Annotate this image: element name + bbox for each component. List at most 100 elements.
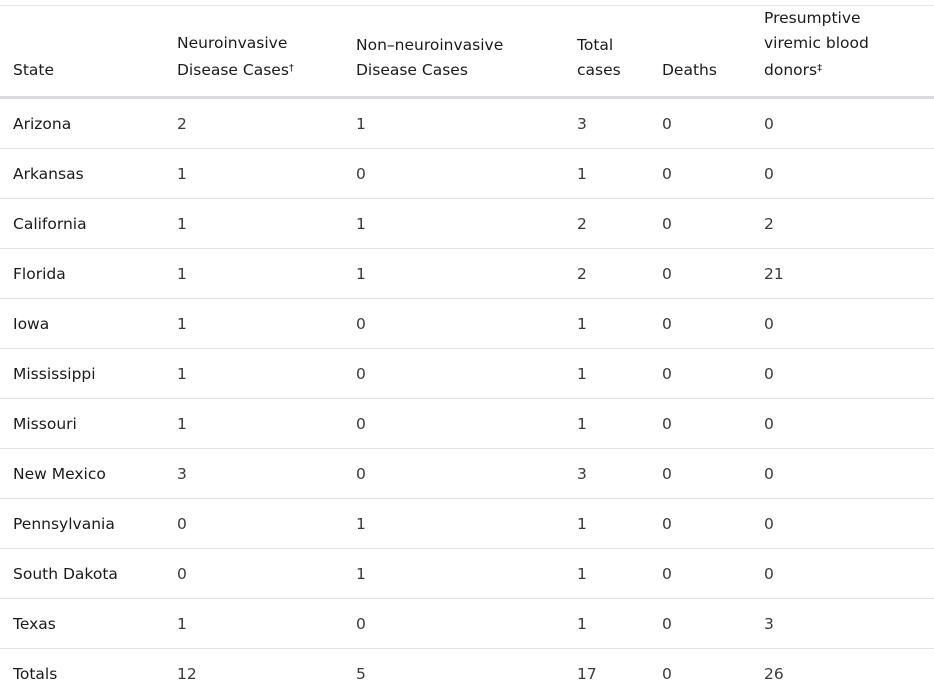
value-cell: 1 xyxy=(343,499,564,549)
value-cell: 0 xyxy=(649,499,751,549)
value-cell: 1 xyxy=(164,599,343,649)
column-header: Deaths xyxy=(649,6,751,98)
value-cell: 0 xyxy=(649,249,751,299)
page: State Neuroinvasive Disease Cases† Non–neu… xyxy=(0,5,934,686)
value-cell: 2 xyxy=(164,98,343,149)
value-cell: 1 xyxy=(164,199,343,249)
state-cell: Mississippi xyxy=(0,349,164,399)
header-text: Non–neuroinvasive Disease Cases xyxy=(356,36,503,79)
state-cell: Missouri xyxy=(0,399,164,449)
state-cell: Totals xyxy=(0,649,164,698)
value-cell: 21 xyxy=(751,249,934,299)
table-header: State Neuroinvasive Disease Cases† Non–neu… xyxy=(0,6,934,98)
value-cell: 0 xyxy=(343,149,564,199)
header-text: State xyxy=(13,61,54,79)
column-header: State xyxy=(0,6,164,98)
value-cell: 3 xyxy=(564,98,649,149)
value-cell: 0 xyxy=(751,299,934,349)
state-cell: California xyxy=(0,199,164,249)
state-cell: Texas xyxy=(0,599,164,649)
header-text: Deaths xyxy=(662,61,717,79)
value-cell: 0 xyxy=(343,599,564,649)
value-cell: 1 xyxy=(564,399,649,449)
value-cell: 1 xyxy=(343,199,564,249)
value-cell: 2 xyxy=(751,199,934,249)
value-cell: 0 xyxy=(164,499,343,549)
value-cell: 26 xyxy=(751,649,934,698)
value-cell: 0 xyxy=(751,349,934,399)
state-cell: Florida xyxy=(0,249,164,299)
state-cell: New Mexico xyxy=(0,449,164,499)
value-cell: 0 xyxy=(343,299,564,349)
value-cell: 17 xyxy=(564,649,649,698)
column-header: Non–neuroinvasive Disease Cases xyxy=(343,6,564,98)
value-cell: 0 xyxy=(343,349,564,399)
value-cell: 0 xyxy=(649,149,751,199)
state-cell: Pennsylvania xyxy=(0,499,164,549)
state-cell: Iowa xyxy=(0,299,164,349)
value-cell: 0 xyxy=(751,499,934,549)
value-cell: 0 xyxy=(649,549,751,599)
value-cell: 0 xyxy=(649,399,751,449)
column-header: Neuroinvasive Disease Cases† xyxy=(164,6,343,98)
value-cell: 0 xyxy=(164,549,343,599)
value-cell: 0 xyxy=(751,549,934,599)
state-cell: Arizona xyxy=(0,98,164,149)
value-cell: 0 xyxy=(751,149,934,199)
value-cell: 0 xyxy=(649,449,751,499)
value-cell: 0 xyxy=(649,649,751,698)
value-cell: 1 xyxy=(564,299,649,349)
value-cell: 3 xyxy=(564,449,649,499)
value-cell: 12 xyxy=(164,649,343,698)
value-cell: 1 xyxy=(164,249,343,299)
data-table: State Neuroinvasive Disease Cases† Non–neu… xyxy=(0,5,934,698)
value-cell: 0 xyxy=(751,98,934,149)
value-cell: 0 xyxy=(343,449,564,499)
value-cell: 0 xyxy=(751,399,934,449)
value-cell: 1 xyxy=(564,349,649,399)
value-cell: 1 xyxy=(343,549,564,599)
footnote-mark: ‡ xyxy=(817,63,822,74)
value-cell: 1 xyxy=(164,299,343,349)
value-cell: 1 xyxy=(564,149,649,199)
value-cell: 3 xyxy=(164,449,343,499)
value-cell: 0 xyxy=(751,449,934,499)
state-cell: Arkansas xyxy=(0,149,164,199)
value-cell: 1 xyxy=(164,349,343,399)
header-text: Neuroinvasive Disease Cases xyxy=(177,34,289,79)
value-cell: 1 xyxy=(164,399,343,449)
value-cell: 0 xyxy=(649,98,751,149)
value-cell: 1 xyxy=(343,98,564,149)
value-cell: 1 xyxy=(564,599,649,649)
value-cell: 1 xyxy=(564,549,649,599)
value-cell: 0 xyxy=(649,299,751,349)
value-cell: 0 xyxy=(649,599,751,649)
value-cell: 5 xyxy=(343,649,564,698)
column-header: Presumptive viremic blood donors‡ xyxy=(751,6,934,98)
value-cell: 0 xyxy=(649,349,751,399)
header-text: Total cases xyxy=(577,36,621,79)
value-cell: 2 xyxy=(564,249,649,299)
value-cell: 0 xyxy=(649,199,751,249)
header-row: State Neuroinvasive Disease Cases† Non–neu… xyxy=(0,6,934,98)
state-cell: South Dakota xyxy=(0,549,164,599)
value-cell: 1 xyxy=(564,499,649,549)
value-cell: 2 xyxy=(564,199,649,249)
value-cell: 3 xyxy=(751,599,934,649)
value-cell: 1 xyxy=(343,249,564,299)
column-header: Total cases xyxy=(564,6,649,98)
value-cell: 0 xyxy=(343,399,564,449)
footnote-mark: † xyxy=(289,63,294,74)
